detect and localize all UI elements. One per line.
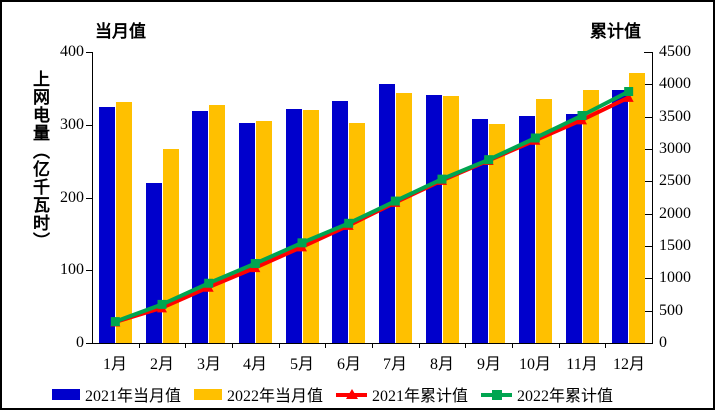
x-axis-category-label: 12月	[612, 356, 645, 373]
bar-2022年当月值-7月	[396, 93, 412, 343]
legend-label-2021-cumulative: 2021年累计值	[372, 388, 469, 405]
x-axis-tick	[559, 343, 560, 348]
x-axis-category-label: 3月	[196, 356, 221, 373]
x-axis-category-label: 10月	[518, 356, 551, 373]
x-axis-category-label: 6月	[336, 356, 361, 373]
legend-swatch-2022-monthly-icon	[194, 388, 223, 400]
bar-2022年当月值-11月	[583, 90, 599, 343]
legend-label-2021-monthly: 2021年当月值	[85, 388, 182, 405]
bar-2021年当月值-10月	[519, 116, 535, 343]
x-axis-category-label: 9月	[476, 356, 501, 373]
bar-2022年当月值-9月	[489, 124, 505, 343]
y-axis-title: 上网电量（亿千瓦时）	[30, 70, 49, 250]
left-axis-tick	[86, 52, 92, 53]
x-axis-tick	[185, 343, 186, 348]
right-axis-tick	[644, 311, 652, 312]
left-axis-tick-label: 0	[76, 334, 84, 351]
x-axis-category-label: 7月	[382, 356, 407, 373]
legend-marker-2021-cumulative-icon	[336, 388, 368, 401]
x-axis-category-label: 8月	[429, 356, 454, 373]
legend-label-2022-monthly: 2022年当月值	[227, 388, 324, 405]
right-axis-line	[652, 52, 653, 343]
bar-2021年当月值-12月	[612, 90, 628, 343]
right-axis-tick	[644, 246, 652, 247]
x-axis-tick	[279, 343, 280, 348]
right-axis-tick	[644, 214, 652, 215]
bar-2022年当月值-10月	[536, 99, 552, 343]
left-axis-tick	[86, 125, 92, 126]
left-axis-tick-label: 300	[60, 116, 84, 133]
bar-2021年当月值-8月	[426, 95, 442, 343]
right-axis-tick-label: 2500	[659, 172, 691, 189]
left-axis-tick-label: 200	[60, 189, 84, 206]
bar-2022年当月值-12月	[629, 73, 645, 343]
right-axis-header: 累计值	[590, 22, 641, 41]
legend-item-2022-cumulative: 2022年累计值	[481, 382, 613, 406]
right-axis-tick-label: 0	[659, 334, 667, 351]
left-axis-tick	[86, 343, 92, 344]
legend-item-2021-monthly: 2021年当月值	[52, 382, 181, 406]
legend-marker-2022-cumulative-icon	[481, 388, 513, 401]
left-axis-tick	[86, 198, 92, 199]
right-axis-tick-label: 2000	[659, 205, 691, 222]
right-axis-tick-label: 4500	[659, 43, 691, 60]
x-axis-tick	[139, 343, 140, 348]
right-axis-tick	[644, 181, 652, 182]
left-axis-tick	[86, 270, 92, 271]
legend-label-2022-cumulative: 2022年累计值	[517, 388, 614, 405]
legend-item-2022-monthly: 2022年当月值	[194, 382, 323, 406]
right-axis-tick	[644, 343, 652, 344]
x-axis-tick	[232, 343, 233, 348]
bar-2022年当月值-5月	[303, 110, 319, 343]
right-axis-tick	[644, 52, 652, 53]
x-axis-category-label: 1月	[102, 356, 127, 373]
x-axis-tick	[372, 343, 373, 348]
x-axis-category-label: 2月	[149, 356, 174, 373]
right-axis-tick-label: 1500	[659, 237, 691, 254]
right-axis-tick	[644, 278, 652, 279]
bar-2022年当月值-8月	[443, 96, 459, 343]
legend-swatch-2021-monthly-icon	[52, 388, 80, 400]
bar-2021年当月值-11月	[566, 114, 582, 343]
bar-2021年当月值-2月	[146, 183, 162, 343]
x-axis-category-label: 4月	[242, 356, 267, 373]
x-axis-category-label: 11月	[566, 356, 598, 373]
x-axis-tick	[419, 343, 420, 348]
x-axis-tick	[325, 343, 326, 348]
x-axis-tick	[465, 343, 466, 348]
bar-2021年当月值-7月	[379, 84, 395, 343]
bar-2021年当月值-3月	[192, 111, 208, 343]
left-axis-line	[92, 52, 93, 343]
left-axis-tick-label: 100	[60, 261, 84, 278]
bar-2021年当月值-9月	[472, 119, 488, 343]
bar-2021年当月值-5月	[286, 109, 302, 343]
bar-2022年当月值-3月	[209, 105, 225, 343]
bar-2021年当月值-1月	[99, 107, 115, 343]
bar-2022年当月值-6月	[349, 123, 365, 343]
x-axis-tick	[512, 343, 513, 348]
legend: 2021年当月值 2022年当月值 2021年累计值 2022年累计值	[52, 383, 613, 405]
left-axis-tick-label: 400	[60, 43, 84, 60]
bar-2022年当月值-2月	[163, 149, 179, 343]
bar-2021年当月值-4月	[239, 123, 255, 343]
bar-2022年当月值-4月	[256, 121, 272, 343]
right-axis-tick-label: 500	[659, 302, 683, 319]
bar-2022年当月值-1月	[116, 102, 132, 343]
right-axis-tick	[644, 149, 652, 150]
right-axis-tick	[644, 117, 652, 118]
x-axis-category-label: 5月	[289, 356, 314, 373]
right-axis-tick-label: 3500	[659, 108, 691, 125]
bar-2021年当月值-6月	[332, 101, 348, 343]
left-axis-header: 当月值	[95, 22, 146, 41]
right-axis-tick	[644, 84, 652, 85]
right-axis-tick-label: 1000	[659, 269, 691, 286]
legend-item-2021-cumulative: 2021年累计值	[336, 382, 468, 406]
right-axis-tick-label: 3000	[659, 140, 691, 157]
x-axis-tick	[605, 343, 606, 348]
right-axis-tick-label: 4000	[659, 75, 691, 92]
